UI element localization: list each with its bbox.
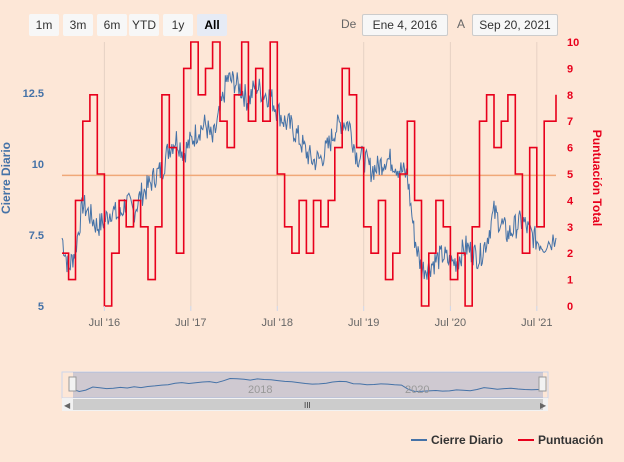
navigator[interactable]: 2018 2020	[61, 371, 549, 399]
y-left-tick-label: 7.5	[29, 230, 44, 242]
x-tick-label: Jul '16	[89, 317, 120, 329]
scrollbar[interactable]: ◀ ▶ III	[62, 398, 548, 411]
legend-item-cierre[interactable]: Cierre Diario	[431, 433, 503, 447]
y-right-tick-label: 0	[567, 301, 573, 313]
from-date-input[interactable]: Ene 4, 2016	[362, 14, 448, 36]
y-right-tick-label: 10	[567, 37, 579, 49]
range-button-all[interactable]: All	[197, 14, 227, 36]
scrollbar-left-arrow[interactable]: ◀	[64, 401, 71, 410]
to-date-input[interactable]: Sep 20, 2021	[472, 14, 558, 36]
y-left-tick-label: 12.5	[23, 88, 44, 100]
y-right-tick-label: 4	[567, 195, 574, 207]
legend-item-puntuacion[interactable]: Puntuación	[538, 433, 603, 447]
y-right-tick-label: 9	[567, 63, 573, 75]
y-right-tick-label: 1	[567, 275, 573, 287]
y-left-tick-label: 10	[32, 159, 44, 171]
x-tick-label: Jul '19	[348, 317, 379, 329]
y-axis-right-title: Puntuación Total	[590, 130, 604, 226]
navigator-series	[72, 377, 544, 393]
y-right-tick-label: 3	[567, 222, 573, 234]
navigator-handle-right[interactable]	[538, 376, 547, 392]
to-label: A	[457, 17, 466, 31]
series-puntuacion-line	[62, 41, 557, 307]
navigator-tick-2018: 2018	[248, 384, 272, 396]
y-right-tick-label: 8	[567, 90, 573, 102]
x-tick-label: Jul '21	[521, 317, 552, 329]
range-button-1m[interactable]: 1m	[29, 14, 59, 36]
navigator-tick-2020: 2020	[405, 384, 429, 396]
scrollbar-grip: III	[304, 401, 311, 410]
navigator-selected-range[interactable]	[73, 372, 543, 398]
y-axis-left-title: Cierre Diario	[0, 142, 13, 214]
scrollbar-right-arrow[interactable]: ▶	[540, 401, 547, 410]
from-label: De	[341, 17, 357, 31]
navigator-handle-left[interactable]	[68, 376, 77, 392]
y-right-tick-label: 7	[567, 116, 573, 128]
x-tick-label: Jul '17	[175, 317, 206, 329]
y-right-tick-label: 6	[567, 143, 573, 155]
x-tick-label: Jul '18	[262, 317, 293, 329]
y-right-tick-label: 5	[567, 169, 573, 181]
y-left-tick-label: 5	[38, 301, 44, 313]
range-button-1y[interactable]: 1y	[163, 14, 193, 36]
range-button-3m[interactable]: 3m	[63, 14, 93, 36]
range-button-6m[interactable]: 6m	[97, 14, 127, 36]
series-cierre-diario-line	[61, 71, 557, 280]
x-tick-label: Jul '20	[435, 317, 466, 329]
scrollbar-thumb[interactable]	[73, 399, 543, 410]
y-right-tick-label: 2	[567, 248, 573, 260]
legend: Cierre Diario Puntuación	[411, 433, 603, 447]
range-button-ytd[interactable]: YTD	[129, 14, 159, 36]
